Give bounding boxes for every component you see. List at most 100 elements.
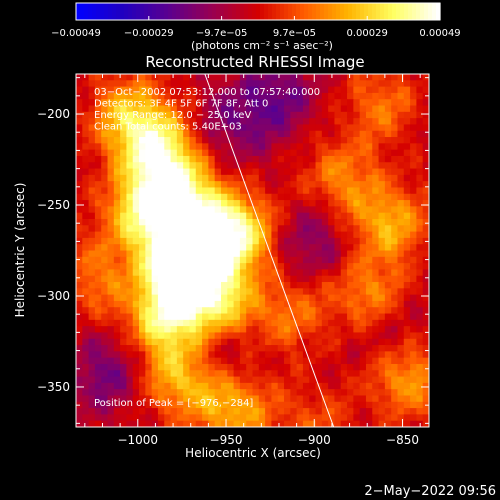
heatmap-cell	[309, 237, 317, 245]
heatmap-cell	[208, 162, 216, 170]
heatmap-cell	[365, 275, 373, 283]
heatmap-cell	[321, 80, 329, 88]
heatmap-cell	[145, 74, 153, 81]
heatmap-cell	[246, 168, 253, 176]
heatmap-cell	[170, 357, 178, 365]
heatmap-cell	[309, 282, 317, 289]
x-tick-label: −950	[210, 433, 243, 447]
heatmap-cell	[340, 162, 348, 170]
heatmap-cell	[277, 282, 285, 289]
heatmap-cell	[397, 143, 405, 151]
heatmap-cell	[258, 218, 266, 226]
heatmap-cell	[252, 345, 260, 352]
heatmap-cell	[252, 401, 260, 409]
heatmap-cell	[227, 345, 235, 352]
heatmap-cell	[359, 200, 367, 207]
heatmap-cell	[101, 420, 109, 427]
heatmap-cell	[239, 408, 247, 415]
heatmap-cell	[359, 338, 367, 346]
heatmap-cell	[94, 162, 102, 170]
heatmap-cell	[290, 326, 298, 333]
heatmap-cell	[76, 193, 83, 201]
heatmap-cell	[372, 256, 380, 264]
heatmap-cell	[328, 218, 335, 226]
heatmap-cell	[157, 181, 165, 188]
heatmap-cell	[101, 294, 109, 302]
heatmap-cell	[220, 269, 228, 277]
heatmap-cell	[164, 143, 172, 151]
heatmap-cell	[176, 187, 184, 195]
heatmap-cell	[233, 256, 241, 264]
heatmap-cell	[422, 99, 429, 107]
heatmap-cell	[246, 155, 253, 163]
heatmap-cell	[176, 130, 184, 138]
heatmap-cell	[202, 200, 209, 207]
heatmap-cell	[195, 300, 203, 308]
heatmap-cell	[94, 92, 102, 100]
heatmap-cell	[176, 357, 184, 365]
heatmap-cell	[151, 382, 159, 390]
heatmap-cell	[290, 307, 298, 315]
heatmap-cell	[403, 332, 411, 340]
heatmap-cell	[277, 263, 285, 270]
heatmap-cell	[391, 193, 398, 201]
heatmap-cell	[359, 288, 367, 296]
heatmap-cell	[164, 200, 172, 207]
heatmap-cell	[340, 111, 348, 119]
heatmap-cell	[258, 124, 266, 132]
colorbar-cell	[436, 3, 441, 20]
heatmap-cell	[176, 155, 184, 163]
heatmap-cell	[202, 401, 209, 409]
heatmap-cell	[315, 237, 323, 245]
heatmap-cell	[170, 420, 178, 427]
heatmap-cell	[296, 187, 304, 195]
heatmap-cell	[107, 382, 115, 390]
heatmap-cell	[353, 250, 361, 258]
heatmap-cell	[164, 118, 172, 125]
heatmap-cell	[227, 155, 235, 163]
heatmap-cell	[214, 225, 222, 233]
heatmap-cell	[145, 332, 153, 340]
heatmap-cell	[416, 370, 424, 378]
heatmap-cell	[302, 149, 310, 157]
heatmap-cell	[151, 86, 159, 94]
heatmap-cell	[88, 275, 96, 283]
annotation-line: 03−Oct−2002 07:53:12.000 to 07:57:40.000	[94, 87, 320, 98]
heatmap-cell	[139, 162, 146, 170]
heatmap-cell	[233, 420, 241, 427]
heatmap-cell	[88, 174, 96, 182]
colorbar-unit-label: (photons cm⁻² s⁻¹ asec⁻²)	[191, 39, 333, 52]
heatmap-cell	[334, 351, 342, 359]
heatmap-cell	[277, 86, 285, 94]
heatmap-cell	[195, 237, 203, 245]
heatmap-cell	[340, 187, 348, 195]
heatmap-cell	[252, 250, 260, 258]
heatmap-cell	[145, 137, 153, 144]
heatmap-cell	[328, 162, 335, 170]
heatmap-cell	[258, 345, 266, 352]
heatmap-cell	[157, 80, 165, 88]
heatmap-cell	[233, 155, 241, 163]
heatmap-cell	[170, 313, 178, 321]
heatmap-cell	[252, 187, 260, 195]
heatmap-cell	[410, 80, 417, 88]
heatmap-cell	[220, 294, 228, 302]
heatmap-cell	[132, 92, 140, 100]
heatmap-cell	[239, 80, 247, 88]
heatmap-cell	[258, 351, 266, 359]
heatmap-cell	[145, 143, 153, 151]
heatmap-cell	[372, 319, 380, 327]
heatmap-cell	[88, 420, 96, 427]
heatmap-cell	[214, 401, 222, 409]
heatmap-cell	[403, 99, 411, 107]
heatmap-cell	[170, 288, 178, 296]
heatmap-cell	[416, 231, 424, 239]
heatmap-cell	[315, 130, 323, 138]
heatmap-cell	[309, 363, 317, 371]
heatmap-cell	[397, 231, 405, 239]
heatmap-cell	[252, 395, 260, 403]
heatmap-cell	[76, 105, 83, 113]
heatmap-cell	[126, 80, 134, 88]
heatmap-cell	[189, 395, 197, 403]
heatmap-cell	[277, 300, 285, 308]
